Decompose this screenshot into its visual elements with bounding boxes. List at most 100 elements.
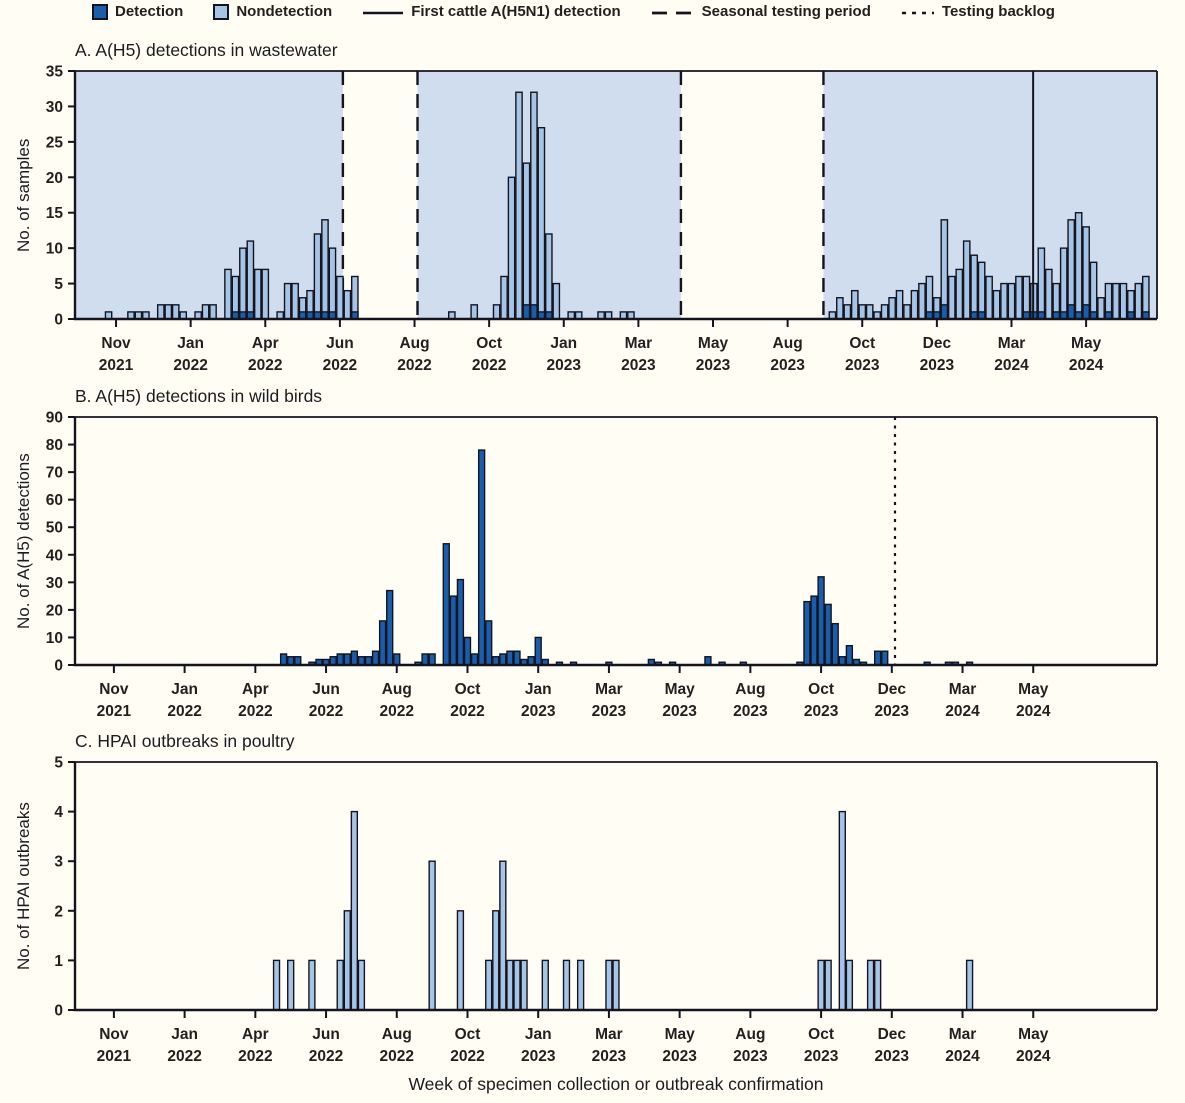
svg-text:2023: 2023 bbox=[696, 357, 731, 374]
legend-label: Seasonal testing period bbox=[701, 3, 871, 20]
svg-text:2023: 2023 bbox=[845, 357, 880, 374]
svg-text:Mar: Mar bbox=[998, 335, 1026, 352]
svg-text:10: 10 bbox=[46, 630, 63, 647]
svg-text:2022: 2022 bbox=[450, 703, 484, 720]
svg-text:80: 80 bbox=[46, 437, 63, 454]
svg-text:2022: 2022 bbox=[309, 703, 343, 720]
dotted-line-icon bbox=[901, 3, 935, 20]
svg-text:May: May bbox=[698, 335, 729, 352]
svg-text:2022: 2022 bbox=[248, 357, 282, 374]
svg-text:Dec: Dec bbox=[878, 1026, 907, 1043]
nondetection-swatch-icon bbox=[213, 3, 230, 20]
svg-text:2023: 2023 bbox=[547, 357, 582, 374]
svg-text:50: 50 bbox=[46, 520, 63, 537]
svg-text:2022: 2022 bbox=[167, 1048, 201, 1065]
svg-text:Jan: Jan bbox=[177, 335, 204, 352]
svg-text:3: 3 bbox=[54, 854, 63, 871]
svg-text:20: 20 bbox=[46, 170, 63, 187]
svg-text:2024: 2024 bbox=[1069, 357, 1104, 374]
svg-text:70: 70 bbox=[46, 465, 63, 482]
svg-text:Jan: Jan bbox=[525, 681, 552, 698]
svg-text:Jan: Jan bbox=[171, 1026, 198, 1043]
svg-text:Aug: Aug bbox=[382, 1026, 412, 1043]
svg-text:Nov: Nov bbox=[101, 335, 131, 352]
legend-item-cattle-line: First cattle A(H5N1) detection bbox=[362, 3, 621, 20]
svg-text:2021: 2021 bbox=[97, 703, 132, 720]
svg-text:2024: 2024 bbox=[945, 1048, 980, 1065]
legend-label: First cattle A(H5N1) detection bbox=[411, 3, 621, 20]
svg-text:May: May bbox=[1018, 681, 1049, 698]
svg-text:Dec: Dec bbox=[878, 681, 907, 698]
svg-text:2022: 2022 bbox=[323, 357, 357, 374]
panel-b-title: B. A(H5) detections in wild birds bbox=[75, 386, 323, 406]
svg-text:Jan: Jan bbox=[525, 1026, 552, 1043]
svg-text:Apr: Apr bbox=[242, 1026, 269, 1043]
svg-text:Oct: Oct bbox=[455, 681, 481, 698]
svg-text:0: 0 bbox=[54, 658, 63, 675]
svg-text:Aug: Aug bbox=[382, 681, 412, 698]
svg-text:Mar: Mar bbox=[595, 1026, 623, 1043]
svg-text:2021: 2021 bbox=[99, 357, 134, 374]
svg-text:4: 4 bbox=[54, 804, 63, 821]
panel-b-chart: 0 10 20 30 40 50 60 70 80 90 Nov 2021 Jan 2022 Apr 2022… bbox=[46, 410, 1158, 720]
svg-text:0: 0 bbox=[54, 312, 63, 329]
svg-text:2: 2 bbox=[54, 903, 63, 920]
detection-swatch-icon bbox=[92, 3, 108, 20]
svg-text:2023: 2023 bbox=[662, 703, 697, 720]
svg-text:2023: 2023 bbox=[592, 703, 627, 720]
svg-text:0: 0 bbox=[54, 1003, 63, 1020]
svg-text:2023: 2023 bbox=[875, 1048, 910, 1065]
svg-text:2024: 2024 bbox=[1016, 703, 1051, 720]
svg-text:2022: 2022 bbox=[450, 1048, 484, 1065]
svg-text:Nov: Nov bbox=[99, 681, 129, 698]
svg-text:2023: 2023 bbox=[875, 703, 910, 720]
svg-text:2022: 2022 bbox=[380, 703, 414, 720]
svg-text:Mar: Mar bbox=[949, 1026, 977, 1043]
legend-item-seasonal-line: Seasonal testing period bbox=[651, 3, 871, 20]
svg-text:Jun: Jun bbox=[312, 1026, 340, 1043]
solid-line-icon bbox=[362, 3, 404, 20]
svg-text:40: 40 bbox=[46, 547, 63, 564]
legend-label: Detection bbox=[115, 3, 184, 20]
svg-text:2022: 2022 bbox=[167, 703, 201, 720]
svg-text:5: 5 bbox=[54, 276, 63, 293]
svg-text:30: 30 bbox=[46, 99, 63, 116]
svg-text:May: May bbox=[665, 1026, 696, 1043]
svg-text:Dec: Dec bbox=[923, 335, 952, 352]
panel-c-chart: 0 1 2 3 4 5 Nov 2021 Jan 2022 Apr 2022 Jun 2022 Aug 202… bbox=[54, 755, 1158, 1065]
legend-item-nondetection: Nondetection bbox=[213, 3, 332, 20]
svg-text:30: 30 bbox=[46, 575, 63, 592]
svg-text:Mar: Mar bbox=[625, 335, 653, 352]
svg-text:Oct: Oct bbox=[808, 681, 834, 698]
svg-text:Aug: Aug bbox=[735, 1026, 765, 1043]
legend-item-backlog-line: Testing backlog bbox=[901, 3, 1055, 20]
svg-text:2023: 2023 bbox=[521, 1048, 556, 1065]
svg-text:Aug: Aug bbox=[735, 681, 765, 698]
legend-label: Testing backlog bbox=[941, 3, 1055, 20]
svg-text:2022: 2022 bbox=[397, 357, 431, 374]
svg-text:2022: 2022 bbox=[380, 1048, 414, 1065]
legend: Detection Nondetection First cattle A(H5… bbox=[92, 3, 1055, 20]
svg-text:2023: 2023 bbox=[804, 1048, 839, 1065]
svg-text:2024: 2024 bbox=[1016, 1048, 1051, 1065]
svg-text:60: 60 bbox=[46, 492, 63, 509]
svg-text:2023: 2023 bbox=[770, 357, 805, 374]
dashed-line-icon bbox=[651, 3, 695, 20]
svg-text:Mar: Mar bbox=[949, 681, 977, 698]
svg-text:35: 35 bbox=[46, 64, 64, 81]
svg-text:Oct: Oct bbox=[476, 335, 502, 352]
svg-text:2022: 2022 bbox=[238, 1048, 272, 1065]
svg-text:2021: 2021 bbox=[97, 1048, 132, 1065]
svg-text:May: May bbox=[1018, 1026, 1049, 1043]
legend-item-detection: Detection bbox=[92, 3, 183, 20]
svg-text:Jun: Jun bbox=[312, 681, 340, 698]
svg-text:1: 1 bbox=[54, 953, 63, 970]
svg-text:Apr: Apr bbox=[242, 681, 269, 698]
legend-label: Nondetection bbox=[236, 3, 333, 20]
svg-text:May: May bbox=[1071, 335, 1102, 352]
svg-text:2023: 2023 bbox=[920, 357, 955, 374]
panel-a-title: A. A(H5) detections in wastewater bbox=[75, 40, 338, 60]
panel-c-title: C. HPAI outbreaks in poultry bbox=[75, 731, 295, 751]
svg-text:Apr: Apr bbox=[252, 335, 279, 352]
